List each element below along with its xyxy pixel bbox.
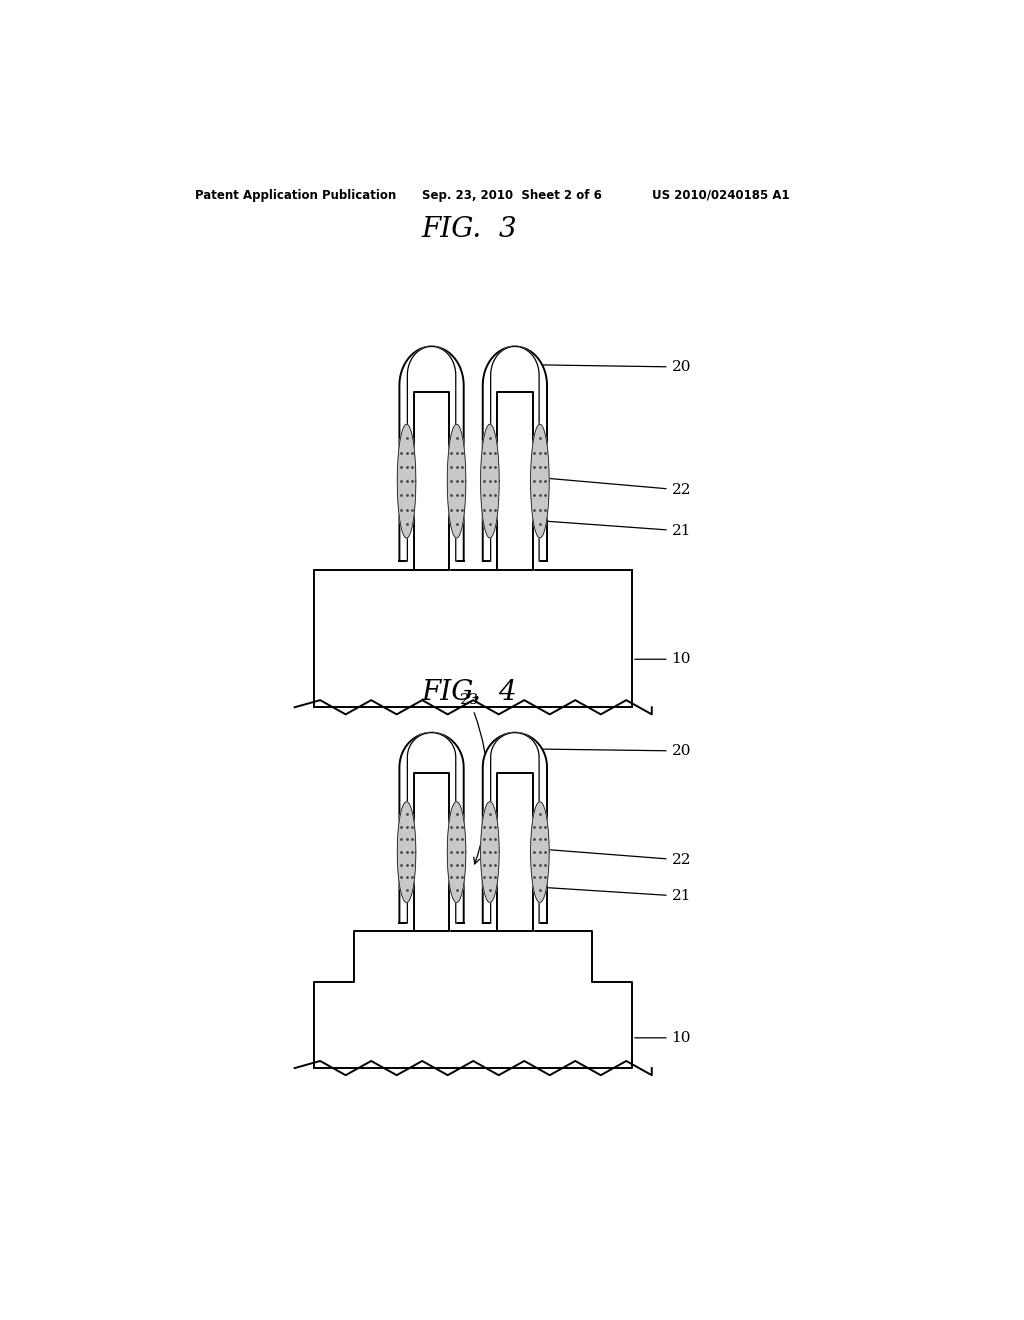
- Polygon shape: [447, 424, 466, 539]
- Polygon shape: [497, 392, 532, 570]
- Text: 22: 22: [542, 478, 691, 498]
- Polygon shape: [408, 346, 456, 561]
- Polygon shape: [397, 801, 416, 903]
- Polygon shape: [530, 801, 549, 903]
- Text: FIG.  3: FIG. 3: [422, 216, 517, 243]
- Text: Patent Application Publication: Patent Application Publication: [196, 189, 396, 202]
- Text: 10: 10: [635, 1031, 691, 1045]
- Polygon shape: [314, 931, 632, 1068]
- Text: 23: 23: [460, 693, 488, 863]
- Polygon shape: [482, 733, 547, 923]
- Polygon shape: [447, 801, 466, 903]
- Polygon shape: [408, 733, 456, 923]
- Polygon shape: [414, 774, 450, 931]
- Polygon shape: [530, 424, 549, 539]
- Polygon shape: [399, 346, 464, 561]
- Text: 22: 22: [542, 849, 691, 867]
- Polygon shape: [480, 424, 499, 539]
- Polygon shape: [399, 733, 464, 923]
- Polygon shape: [414, 392, 450, 570]
- Text: Sep. 23, 2010  Sheet 2 of 6: Sep. 23, 2010 Sheet 2 of 6: [422, 189, 601, 202]
- Text: US 2010/0240185 A1: US 2010/0240185 A1: [652, 189, 790, 202]
- Text: 21: 21: [536, 520, 691, 539]
- Polygon shape: [482, 346, 547, 561]
- Polygon shape: [480, 801, 499, 903]
- Polygon shape: [397, 424, 416, 539]
- Polygon shape: [490, 346, 539, 561]
- Polygon shape: [497, 774, 532, 931]
- Text: 21: 21: [536, 887, 691, 903]
- Bar: [314, 570, 632, 708]
- Text: 20: 20: [531, 744, 691, 758]
- Text: 20: 20: [531, 360, 691, 374]
- Text: FIG.  4: FIG. 4: [422, 678, 517, 706]
- Polygon shape: [490, 733, 539, 923]
- Text: 10: 10: [635, 652, 691, 667]
